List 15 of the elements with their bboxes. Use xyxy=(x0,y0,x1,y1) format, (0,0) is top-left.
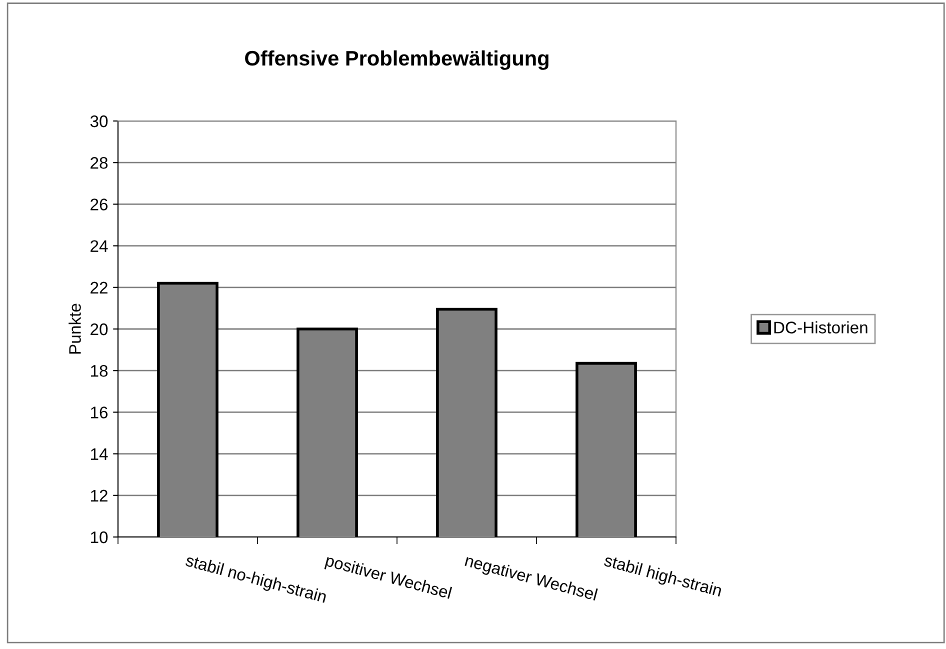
y-tick-label: 30 xyxy=(90,115,108,128)
y-axis-title: Punkte xyxy=(68,304,81,354)
x-tick-label: negativer Wechsel xyxy=(464,554,598,604)
y-tick-label: 16 xyxy=(91,406,108,418)
y-tick-label: 28 xyxy=(90,157,108,169)
legend-label: DC-Historien xyxy=(774,321,868,334)
y-tick-label: 14 xyxy=(91,448,108,460)
y-tick-label: 20 xyxy=(90,323,108,336)
y-tick-label: 18 xyxy=(91,365,108,377)
chart-title: Offensive Problembewältigung xyxy=(245,50,548,70)
y-tick-label: 12 xyxy=(91,490,108,502)
y-tick-label: 22 xyxy=(90,282,108,294)
y-tick-label: 10 xyxy=(91,531,108,544)
y-tick-label: 26 xyxy=(90,198,108,210)
y-tick-label: 24 xyxy=(90,240,108,252)
